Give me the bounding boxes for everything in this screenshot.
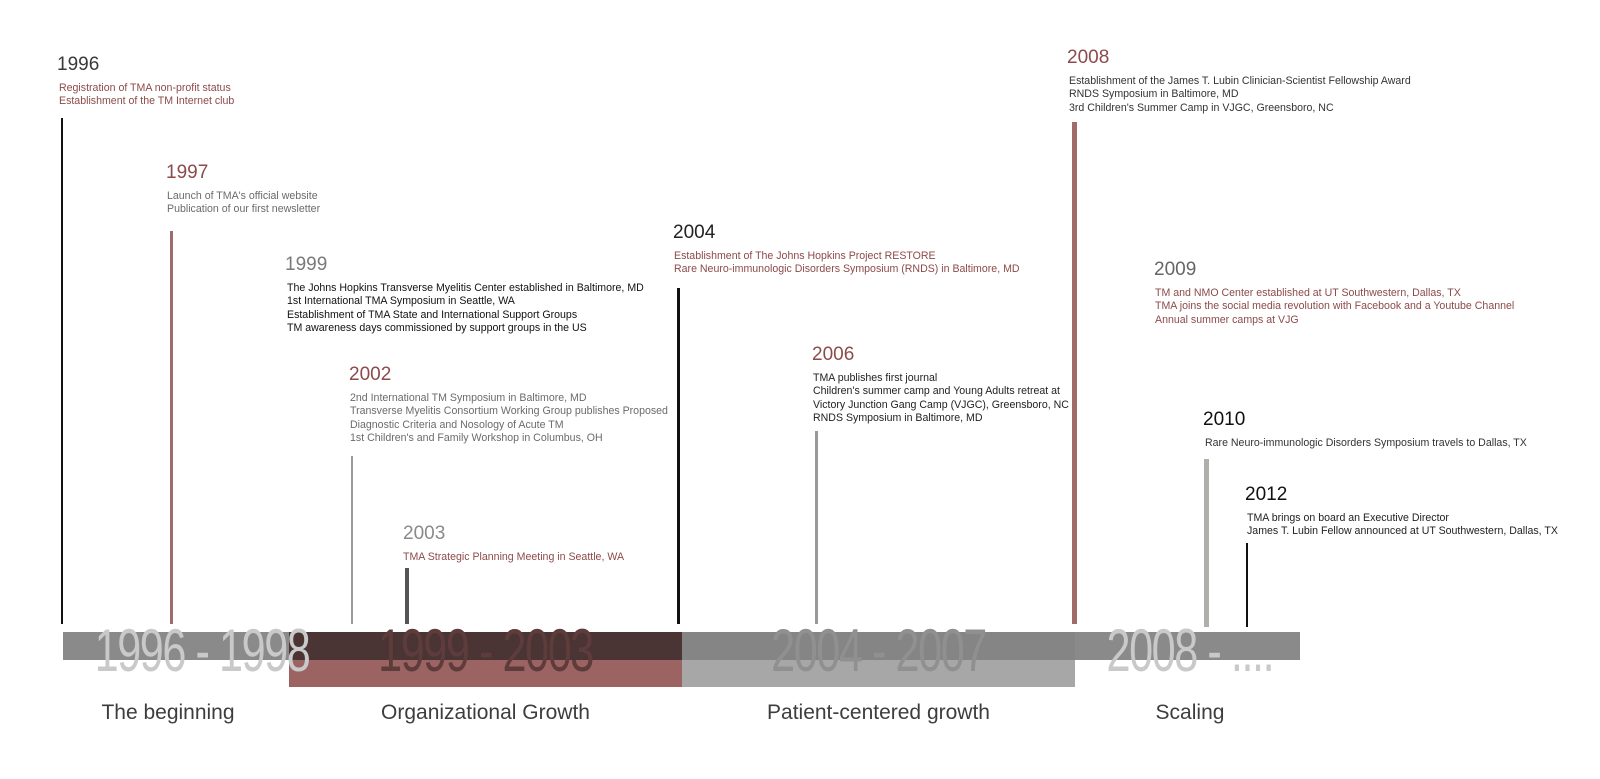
event-items: Establishment of The Johns Hopkins Proje…: [673, 250, 1020, 277]
event-year: 2006: [812, 344, 855, 365]
event-marker-2004: [677, 288, 680, 624]
period-range: 1999 - 2003: [378, 617, 594, 684]
period-bar-2008-lower: [1075, 660, 1300, 687]
event-marker-1996: [61, 118, 63, 624]
event-items: Registration of TMA non-profit status Es…: [57, 82, 234, 109]
event-item: TM and NMO Center established at UT Sout…: [1155, 287, 1461, 299]
event-2002: 2002 2nd International TM Symposium in B…: [349, 364, 668, 445]
event-marker-2010: [1204, 459, 1209, 627]
event-year: 1999: [285, 254, 328, 275]
event-item: 3rd Children's Summer Camp in VJGC, Gree…: [1069, 101, 1334, 114]
event-1997: 1997 Launch of TMA's official website Pu…: [166, 162, 320, 217]
event-item: TMA joins the social media revolution wi…: [1155, 300, 1515, 313]
period-bar-1999: [289, 632, 682, 661]
event-item: 1st Children's and Family Workshop in Co…: [350, 431, 603, 444]
event-item: Publication of our first newsletter: [167, 203, 321, 216]
period-bar-1996-lower: [63, 660, 289, 687]
event-2009: 2009 TM and NMO Center established at UT…: [1154, 259, 1514, 327]
period-bar-2004: [682, 632, 1075, 661]
event-item: Diagnostic Criteria and Nosology of Acut…: [350, 418, 564, 431]
event-item: Annual summer camps at VJG: [1155, 313, 1299, 326]
period-bar-1996: [63, 632, 289, 661]
event-year: 2003: [403, 523, 446, 544]
event-item: Transverse Myelitis Consortium Working G…: [350, 405, 668, 418]
event-year: 2002: [349, 364, 392, 385]
event-items: TMA brings on board an Executive Directo…: [1245, 512, 1558, 539]
event-1996: 1996 Registration of TMA non-profit stat…: [57, 54, 234, 109]
event-marker-2008: [1072, 122, 1077, 624]
event-items: Rare Neuro-immunologic Disorders Symposi…: [1203, 437, 1527, 450]
event-year: 2009: [1154, 259, 1197, 280]
event-items: Establishment of the James T. Lubin Clin…: [1067, 75, 1411, 115]
event-item: Establishment of TMA State and Internati…: [287, 308, 578, 321]
event-year: 2004: [673, 222, 716, 243]
event-item: 1st International TMA Symposium in Seatt…: [287, 295, 515, 308]
period-bar-2004-lower: [682, 660, 1075, 687]
event-item: Establishment of The Johns Hopkins Proje…: [674, 250, 936, 262]
period-range: 1996 - 1998: [94, 617, 311, 684]
period-label: The beginning: [101, 701, 235, 724]
event-item: TMA publishes first journal: [813, 372, 938, 384]
event-item: TMA Strategic Planning Meeting in Seattl…: [403, 551, 625, 563]
event-items: TMA publishes first journal Children's s…: [812, 372, 1069, 425]
event-1999: 1999 The Johns Hopkins Transverse Myelit…: [285, 254, 644, 335]
event-marker-1997: [170, 231, 173, 624]
event-item: TM awareness days commissioned by suppor…: [287, 321, 587, 334]
event-2012: 2012 TMA brings on board an Executive Di…: [1245, 484, 1558, 539]
event-year: 1996: [57, 54, 100, 75]
event-item: TMA brings on board an Executive Directo…: [1247, 512, 1449, 524]
event-item: Children's summer camp and Young Adults …: [813, 385, 1060, 398]
event-year: 1997: [166, 162, 209, 183]
event-item: RNDS Symposium in Baltimore, MD: [813, 411, 983, 424]
event-item: Establishment of the James T. Lubin Clin…: [1069, 75, 1411, 87]
event-item: Registration of TMA non-profit status: [59, 82, 231, 94]
period-label: Patient-centered growth: [767, 701, 990, 724]
period-range: 2004 - 2007: [771, 617, 987, 684]
event-2003: 2003 TMA Strategic Planning Meeting in S…: [403, 523, 624, 564]
period-range: 2008 - ....: [1106, 617, 1275, 684]
event-2010: 2010 Rare Neuro-immunologic Disorders Sy…: [1203, 409, 1527, 450]
event-item: Rare Neuro-immunologic Disorders Symposi…: [1205, 437, 1527, 449]
period-label: Scaling: [1155, 701, 1225, 724]
event-items: TMA Strategic Planning Meeting in Seattl…: [403, 551, 624, 564]
event-year: 2008: [1067, 47, 1110, 68]
period-label: Organizational Growth: [381, 701, 590, 724]
event-item: Victory Junction Gang Camp (VJGC), Green…: [813, 398, 1069, 411]
period-bar-1999-lower: [289, 660, 682, 687]
event-items: Launch of TMA's official website Publica…: [166, 190, 320, 217]
event-items: The Johns Hopkins Transverse Myelitis Ce…: [285, 282, 644, 335]
event-2006: 2006 TMA publishes first journal Childre…: [812, 344, 1069, 425]
event-items: TM and NMO Center established at UT Sout…: [1154, 287, 1514, 327]
event-item: Rare Neuro-immunologic Disorders Symposi…: [674, 263, 1020, 276]
event-item: RNDS Symposium in Baltimore, MD: [1069, 88, 1239, 101]
event-items: 2nd International TM Symposium in Baltim…: [349, 392, 668, 445]
event-item: James T. Lubin Fellow announced at UT So…: [1247, 525, 1558, 538]
event-item: 2nd International TM Symposium in Baltim…: [350, 392, 587, 404]
event-year: 2010: [1203, 409, 1246, 430]
event-item: Launch of TMA's official website: [167, 190, 318, 202]
event-marker-2003: [405, 568, 409, 624]
event-marker-2006: [815, 431, 818, 624]
period-bar-2008: [1075, 632, 1300, 661]
event-marker-2012: [1246, 543, 1248, 627]
event-item: The Johns Hopkins Transverse Myelitis Ce…: [287, 282, 644, 294]
event-year: 2012: [1245, 484, 1288, 505]
event-2008: 2008 Establishment of the James T. Lubin…: [1067, 47, 1411, 115]
event-2004: 2004 Establishment of The Johns Hopkins …: [673, 222, 1020, 277]
event-marker-2002: [351, 456, 353, 624]
event-item: Establishment of the TM Internet club: [59, 95, 235, 108]
